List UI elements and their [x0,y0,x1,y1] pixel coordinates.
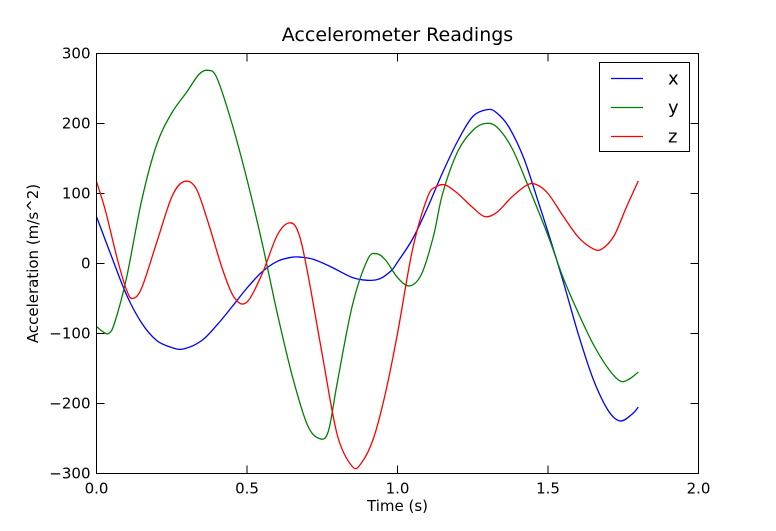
series-line-y [96,69,639,440]
y-tick-label: −300 [49,465,90,483]
x-tick-label: 1.0 [386,480,410,498]
legend-label-y: y [668,98,679,119]
x-tick-label: 0.0 [85,480,109,498]
x-tick-label: 2.0 [687,480,711,498]
legend: xyz [599,62,690,152]
y-tick-label: −200 [49,395,90,413]
y-tick-label: 300 [62,45,91,63]
x-tick-label: 1.5 [536,480,560,498]
chart-title: Accelerometer Readings [282,24,513,46]
legend-label-x: x [668,69,679,90]
series-line-x [95,108,639,422]
plot-area-frame [96,53,699,474]
axis-tick-labels: 0.0 0.5 1.0 1.5 2.0 −300 −200 −100 0 100 200 300 [49,45,710,498]
series-line-z [95,180,639,470]
x-axis-label: Time (s) [366,497,428,515]
y-tick-label: −100 [49,325,90,343]
y-tick-label: 0 [81,255,91,273]
y-tick-label: 100 [62,185,91,203]
legend-label-z: z [668,127,677,148]
y-axis-label: Acceleration (m/s^2) [24,184,42,343]
x-tick-label: 0.5 [235,480,259,498]
y-tick-label: 200 [62,115,91,133]
series-lines [95,69,639,470]
